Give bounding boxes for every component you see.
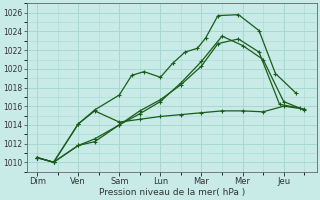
X-axis label: Pression niveau de la mer( hPa ): Pression niveau de la mer( hPa ) bbox=[99, 188, 245, 197]
